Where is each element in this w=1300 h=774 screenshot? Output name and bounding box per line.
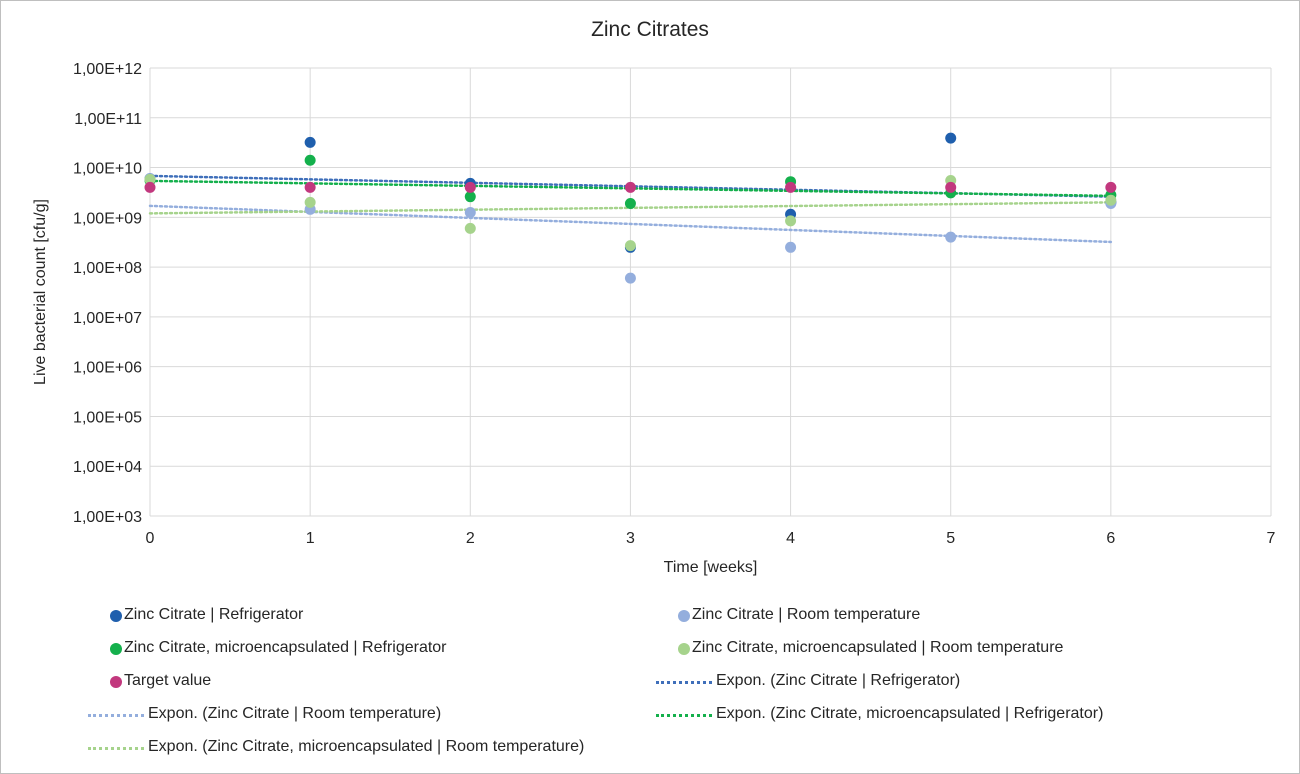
data-point bbox=[464, 207, 476, 219]
x-tick-label: 1 bbox=[306, 530, 315, 547]
data-point bbox=[1105, 194, 1117, 206]
data-point bbox=[624, 181, 636, 193]
data-point bbox=[624, 272, 636, 284]
data-point bbox=[304, 136, 316, 148]
data-point bbox=[785, 215, 797, 227]
y-tick-label: 1,00E+05 bbox=[73, 409, 142, 426]
legend-marker bbox=[110, 676, 122, 688]
legend-line bbox=[88, 714, 144, 717]
data-point bbox=[304, 154, 316, 166]
legend-label: Expon. (Zinc Citrate | Refrigerator) bbox=[716, 672, 961, 689]
legend-line bbox=[656, 681, 712, 684]
y-tick-label: 1,00E+10 bbox=[73, 161, 142, 178]
legend-label: Target value bbox=[124, 672, 212, 689]
x-axis-title: Time [weeks] bbox=[664, 559, 758, 576]
chart-plot: 1,00E+03 1,00E+04 1,00E+05 1,00E+06 1,00E+07… bbox=[32, 61, 1276, 576]
legend-label: Expon. (Zinc Citrate, microencapsulated … bbox=[716, 705, 1104, 722]
legend-line bbox=[656, 714, 712, 717]
y-axis-title: Live bacterial count [cfu/g] bbox=[32, 199, 49, 385]
y-tick-label: 1,00E+04 bbox=[73, 459, 142, 476]
data-point bbox=[464, 191, 476, 203]
data-point bbox=[945, 231, 957, 243]
legend-label: Zinc Citrate, microencapsulated | Room t… bbox=[692, 639, 1064, 656]
legend-label: Expon. (Zinc Citrate, microencapsulated … bbox=[148, 738, 585, 755]
chart-title: Zinc Citrates bbox=[591, 18, 709, 41]
data-point bbox=[624, 240, 636, 252]
legend-label: Zinc Citrate, microencapsulated | Refrig… bbox=[124, 639, 447, 656]
x-tick-label: 7 bbox=[1267, 530, 1276, 547]
y-tick-label: 1,00E+12 bbox=[73, 61, 142, 78]
data-point bbox=[785, 241, 797, 253]
legend-label: Expon. (Zinc Citrate | Room temperature) bbox=[148, 705, 442, 722]
x-tick-label: 5 bbox=[946, 530, 955, 547]
legend-marker bbox=[110, 643, 122, 655]
y-tick-label: 1,00E+07 bbox=[73, 310, 142, 327]
data-point bbox=[464, 222, 476, 234]
data-point bbox=[624, 197, 636, 209]
x-tick-label: 4 bbox=[786, 530, 795, 547]
legend-marker bbox=[678, 610, 690, 622]
y-tick-label: 1,00E+11 bbox=[74, 111, 142, 128]
x-tick-label: 3 bbox=[626, 530, 635, 547]
y-tick-label: 1,00E+03 bbox=[73, 509, 142, 526]
x-tick-label: 6 bbox=[1106, 530, 1115, 547]
y-tick-label: 1,00E+08 bbox=[73, 260, 142, 277]
data-point bbox=[144, 181, 156, 193]
data-point bbox=[464, 181, 476, 193]
data-point bbox=[785, 181, 797, 193]
x-tick-label: 0 bbox=[146, 530, 155, 547]
legend-marker bbox=[678, 643, 690, 655]
legend-line bbox=[88, 747, 144, 750]
data-point bbox=[304, 181, 316, 193]
y-tick-label: 1,00E+09 bbox=[73, 210, 142, 227]
data-point bbox=[945, 181, 957, 193]
data-point bbox=[945, 132, 957, 144]
legend-label: Zinc Citrate | Room temperature bbox=[692, 606, 921, 623]
legend-marker bbox=[110, 610, 122, 622]
data-point bbox=[304, 196, 316, 208]
x-tick-label: 2 bbox=[466, 530, 475, 547]
legend-label: Zinc Citrate | Refrigerator bbox=[124, 606, 304, 623]
y-tick-label: 1,00E+06 bbox=[73, 360, 142, 377]
data-point bbox=[144, 173, 156, 185]
data-point bbox=[1105, 181, 1117, 193]
